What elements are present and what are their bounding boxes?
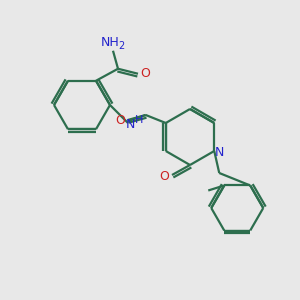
Text: O: O — [115, 113, 125, 127]
Text: H: H — [135, 115, 143, 125]
Text: N: N — [125, 118, 135, 131]
Text: N: N — [214, 146, 224, 160]
Text: O: O — [159, 170, 169, 184]
Text: NH: NH — [100, 36, 119, 49]
Text: 2: 2 — [118, 41, 124, 51]
Text: O: O — [140, 67, 150, 80]
